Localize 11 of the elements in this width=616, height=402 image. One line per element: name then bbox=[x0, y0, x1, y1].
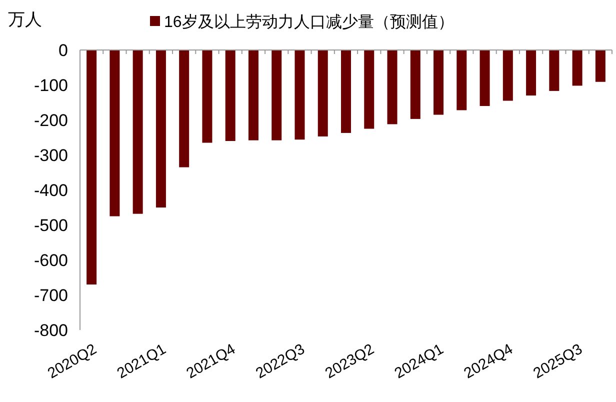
y-tick-label: -300 bbox=[34, 146, 68, 165]
legend-label: 16岁及以上劳动力人口减少量（预测值） bbox=[164, 13, 454, 31]
y-tick-label: -400 bbox=[34, 181, 68, 200]
y-axis-title: 万人 bbox=[8, 10, 42, 29]
y-tick-label: -700 bbox=[34, 286, 68, 305]
y-tick-label: -500 bbox=[34, 216, 68, 235]
y-tick-label: 0 bbox=[58, 41, 68, 60]
y-tick-label: -200 bbox=[34, 111, 68, 130]
y-tick-label: -100 bbox=[34, 76, 68, 95]
y-tick-label: -600 bbox=[34, 251, 68, 270]
y-tick-label: -800 bbox=[34, 321, 68, 340]
